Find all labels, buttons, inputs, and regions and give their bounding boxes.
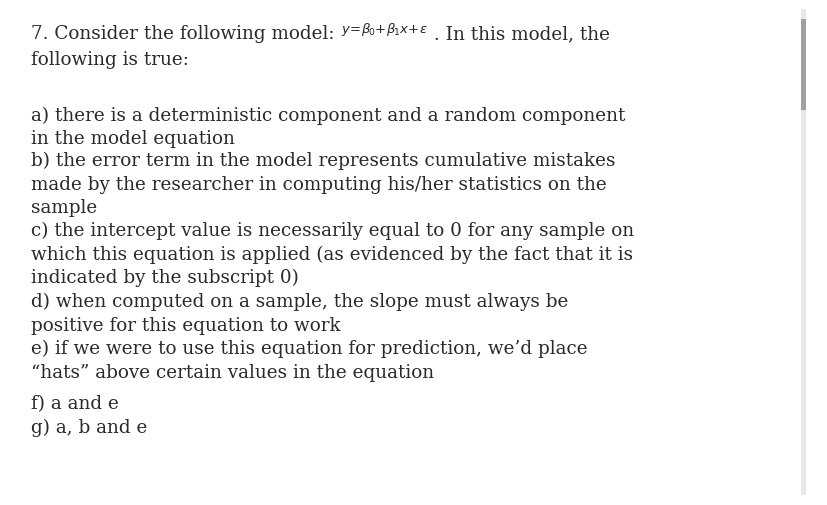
Text: e) if we were to use this equation for prediction, we’d place: e) if we were to use this equation for p… [31, 339, 587, 358]
Text: f) a and e: f) a and e [31, 394, 119, 412]
Text: $y\!=\!\beta_{\!0}\!+\!\beta_{\!1}x\!+\!\varepsilon$: $y\!=\!\beta_{\!0}\!+\!\beta_{\!1}x\!+\!… [341, 21, 428, 38]
Text: in the model equation: in the model equation [31, 130, 235, 148]
Text: 7. Consider the following model:: 7. Consider the following model: [31, 25, 341, 43]
Bar [800, 20, 805, 111]
Bar [800, 10, 805, 495]
Text: . In this model, the: . In this model, the [428, 25, 609, 43]
Text: sample: sample [31, 198, 98, 217]
Text: positive for this equation to work: positive for this equation to work [31, 316, 341, 334]
Text: d) when computed on a sample, the slope must always be: d) when computed on a sample, the slope … [31, 292, 568, 311]
Text: c) the intercept value is necessarily equal to 0 for any sample on: c) the intercept value is necessarily eq… [31, 221, 633, 239]
Text: which this equation is applied (as evidenced by the fact that it is: which this equation is applied (as evide… [31, 245, 633, 263]
Text: g) a, b and e: g) a, b and e [31, 418, 148, 436]
Text: following is true:: following is true: [31, 50, 189, 69]
Text: “hats” above certain values in the equation: “hats” above certain values in the equat… [31, 363, 434, 381]
Text: a) there is a deterministic component and a random component: a) there is a deterministic component an… [31, 106, 625, 124]
Text: made by the researcher in computing his/her statistics on the: made by the researcher in computing his/… [31, 175, 606, 193]
Text: b) the error term in the model represents cumulative mistakes: b) the error term in the model represent… [31, 152, 615, 170]
Text: indicated by the subscript 0): indicated by the subscript 0) [31, 269, 299, 287]
